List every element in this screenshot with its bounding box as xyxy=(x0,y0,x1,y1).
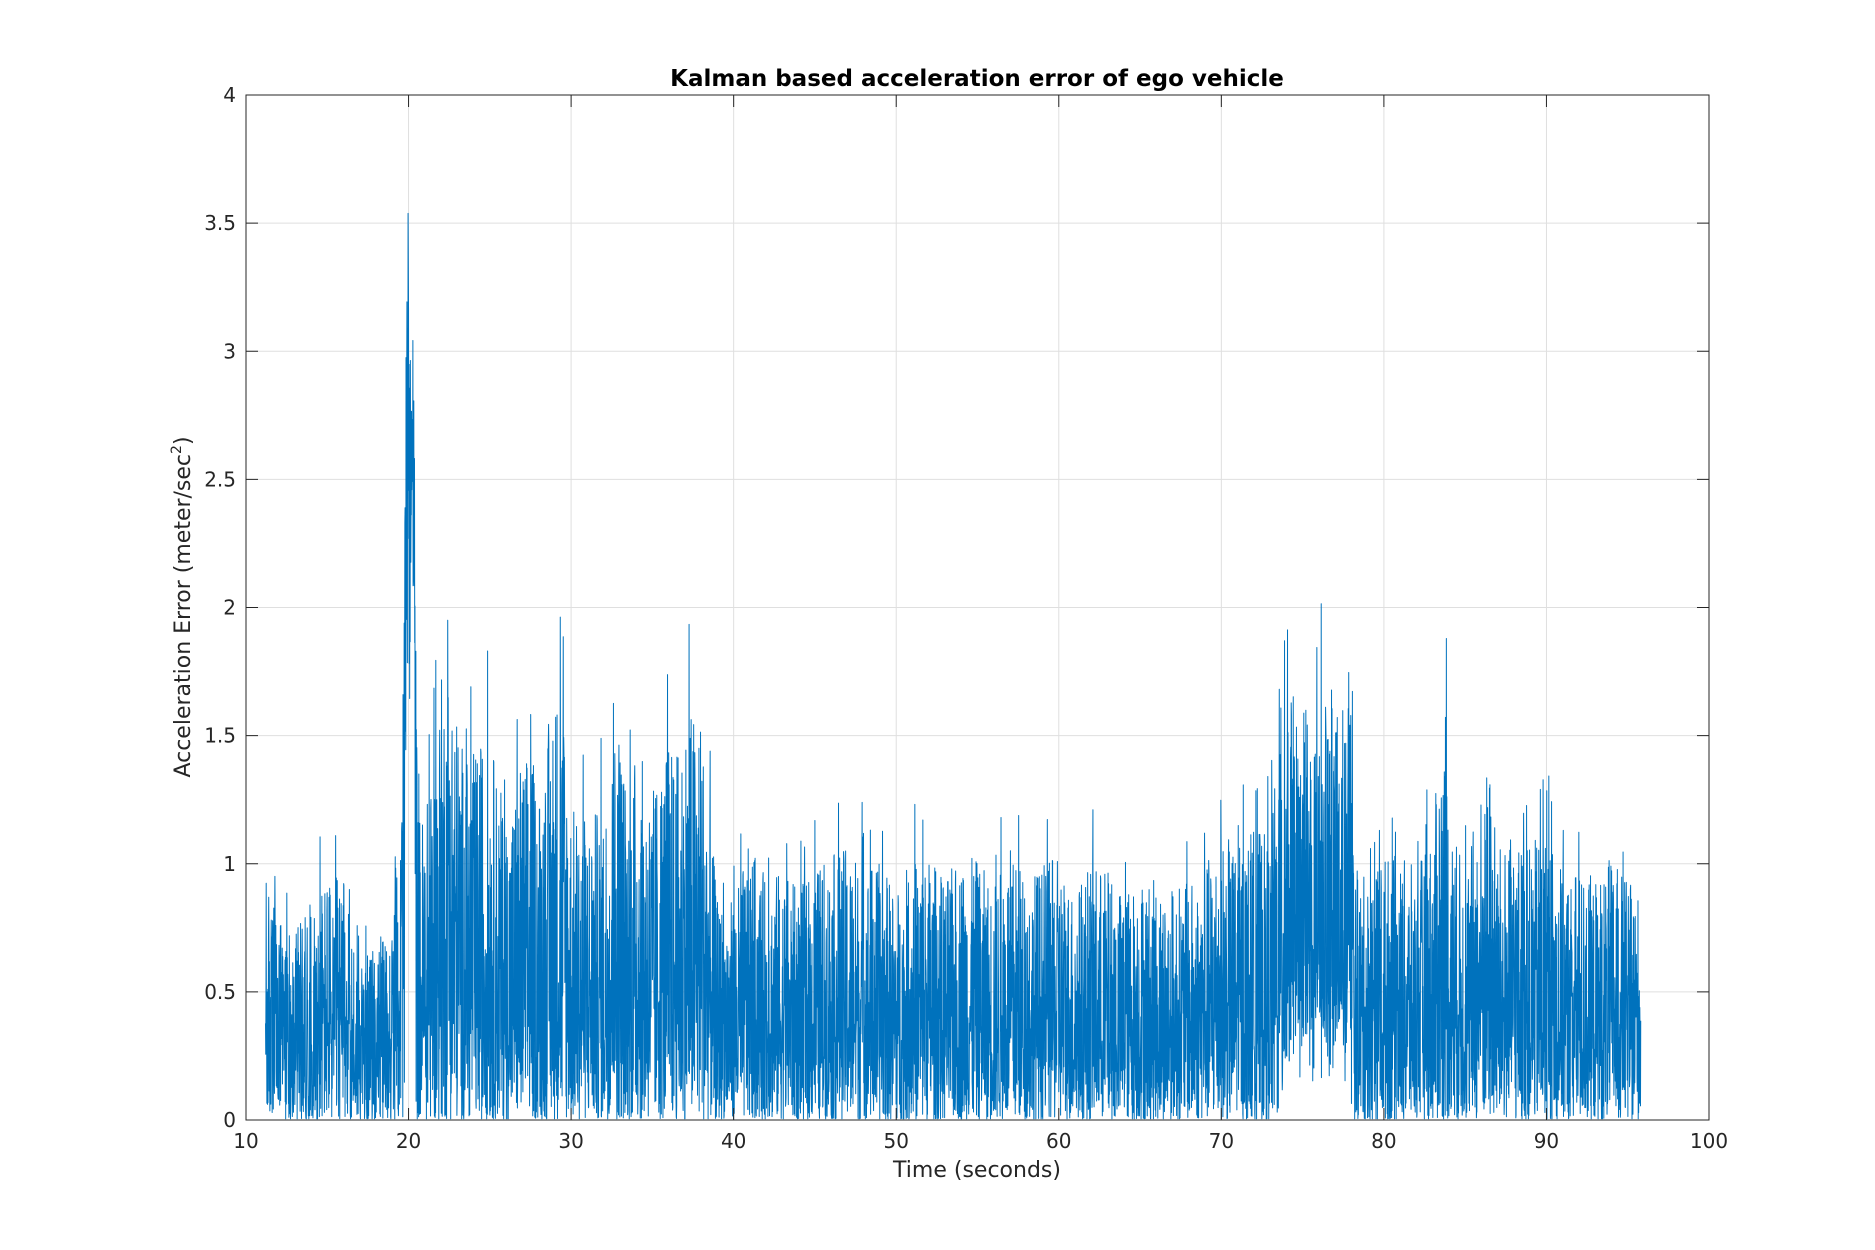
x-tick-label: 30 xyxy=(558,1129,583,1153)
x-tick-label: 20 xyxy=(396,1129,421,1153)
y-axis-label: Acceleration Error (meter/sec2) xyxy=(169,436,196,777)
x-tick-label: 40 xyxy=(721,1129,746,1153)
y-tick-label: 2.5 xyxy=(204,467,236,491)
x-tick-label: 60 xyxy=(1046,1129,1071,1153)
y-tick-label: 3.5 xyxy=(204,211,236,235)
y-axis-label-main: Acceleration Error (meter/sec xyxy=(171,454,196,778)
x-axis-label: Time (seconds) xyxy=(892,1158,1061,1183)
x-tick-label: 100 xyxy=(1690,1129,1728,1153)
x-tick-labels: 10 20 30 40 50 60 70 80 90 100 xyxy=(233,1129,1728,1153)
y-tick-labels: 0 0.5 1 1.5 2 2.5 3 3.5 4 xyxy=(204,83,236,1132)
series-line xyxy=(265,212,1642,1120)
x-tick-label: 50 xyxy=(883,1129,908,1153)
x-tick-label: 70 xyxy=(1209,1129,1234,1153)
y-tick-label: 0.5 xyxy=(204,980,236,1004)
ticks xyxy=(245,94,1710,1121)
y-axis-label-superscript: 2 xyxy=(169,445,185,454)
y-tick-label: 0 xyxy=(223,1108,236,1132)
series-acceleration-error xyxy=(265,212,1642,1120)
x-tick-label: 90 xyxy=(1534,1129,1559,1153)
x-tick-label: 80 xyxy=(1371,1129,1396,1153)
y-tick-label: 4 xyxy=(223,83,236,107)
y-axis-label-close: ) xyxy=(171,436,196,445)
y-tick-label: 3 xyxy=(223,339,236,363)
y-tick-label: 1.5 xyxy=(204,724,236,748)
x-tick-label: 10 xyxy=(233,1129,258,1153)
chart-title: Kalman based acceleration error of ego v… xyxy=(670,66,1284,92)
y-tick-label: 1 xyxy=(223,852,236,876)
y-tick-label: 2 xyxy=(223,596,236,620)
